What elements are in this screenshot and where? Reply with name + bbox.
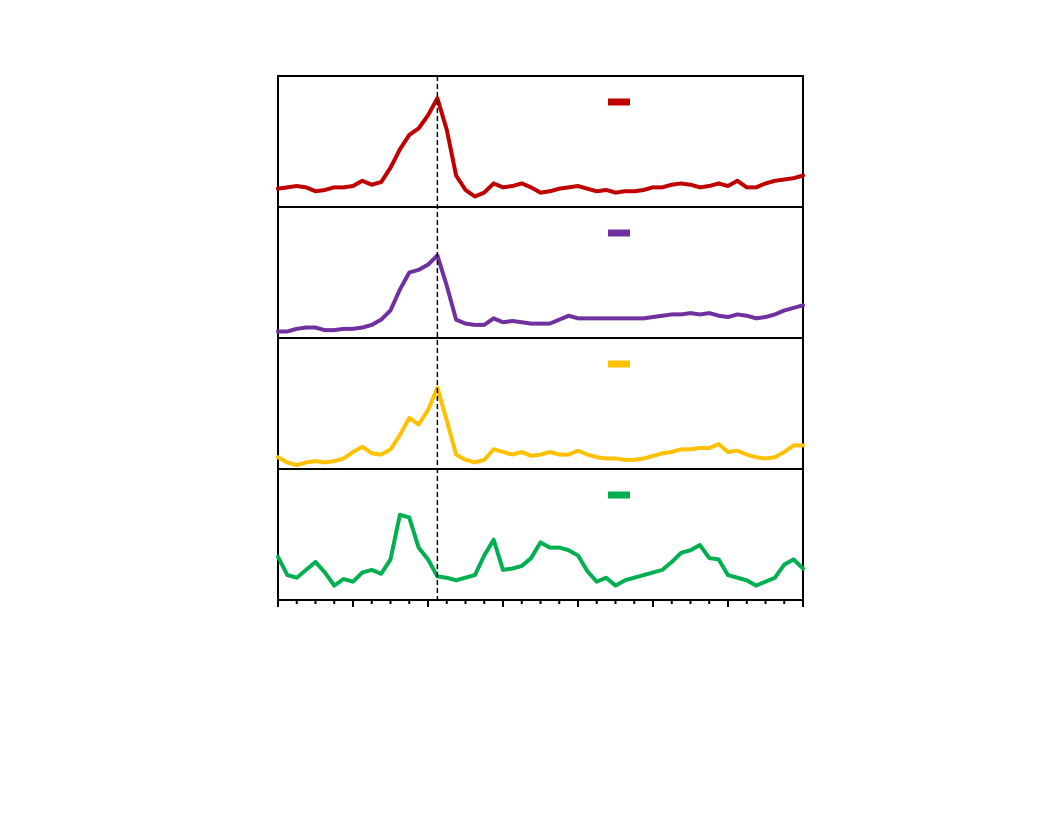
series-line	[276, 253, 805, 334]
series-line	[276, 385, 805, 468]
series-line	[276, 512, 805, 588]
series-line	[276, 96, 805, 199]
panel-frame	[277, 75, 804, 208]
